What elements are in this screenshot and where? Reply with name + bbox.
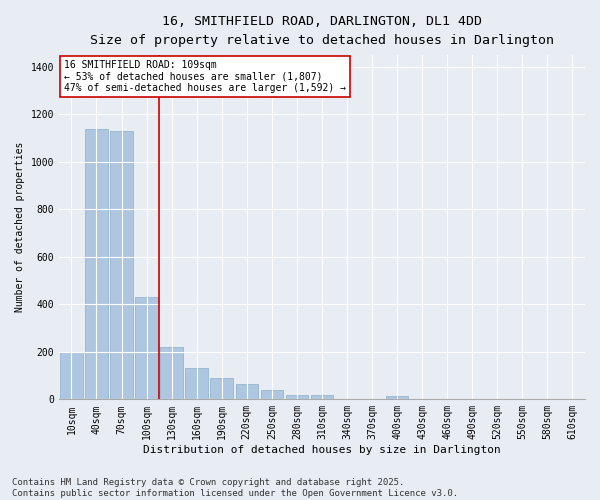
Bar bbox=[311, 395, 333, 400]
Bar bbox=[110, 131, 133, 400]
Bar bbox=[160, 347, 183, 400]
Y-axis label: Number of detached properties: Number of detached properties bbox=[15, 142, 25, 312]
X-axis label: Distribution of detached houses by size in Darlington: Distribution of detached houses by size … bbox=[143, 445, 501, 455]
Bar bbox=[185, 368, 208, 400]
Text: Contains HM Land Registry data © Crown copyright and database right 2025.
Contai: Contains HM Land Registry data © Crown c… bbox=[12, 478, 458, 498]
Text: 16 SMITHFIELD ROAD: 109sqm
← 53% of detached houses are smaller (1,807)
47% of s: 16 SMITHFIELD ROAD: 109sqm ← 53% of deta… bbox=[64, 60, 346, 94]
Bar bbox=[60, 352, 83, 400]
Bar bbox=[136, 298, 158, 400]
Bar bbox=[85, 128, 108, 400]
Bar bbox=[286, 395, 308, 400]
Bar bbox=[211, 378, 233, 400]
Bar bbox=[236, 384, 258, 400]
Bar bbox=[386, 396, 409, 400]
Bar bbox=[260, 390, 283, 400]
Title: 16, SMITHFIELD ROAD, DARLINGTON, DL1 4DD
Size of property relative to detached h: 16, SMITHFIELD ROAD, DARLINGTON, DL1 4DD… bbox=[90, 15, 554, 47]
